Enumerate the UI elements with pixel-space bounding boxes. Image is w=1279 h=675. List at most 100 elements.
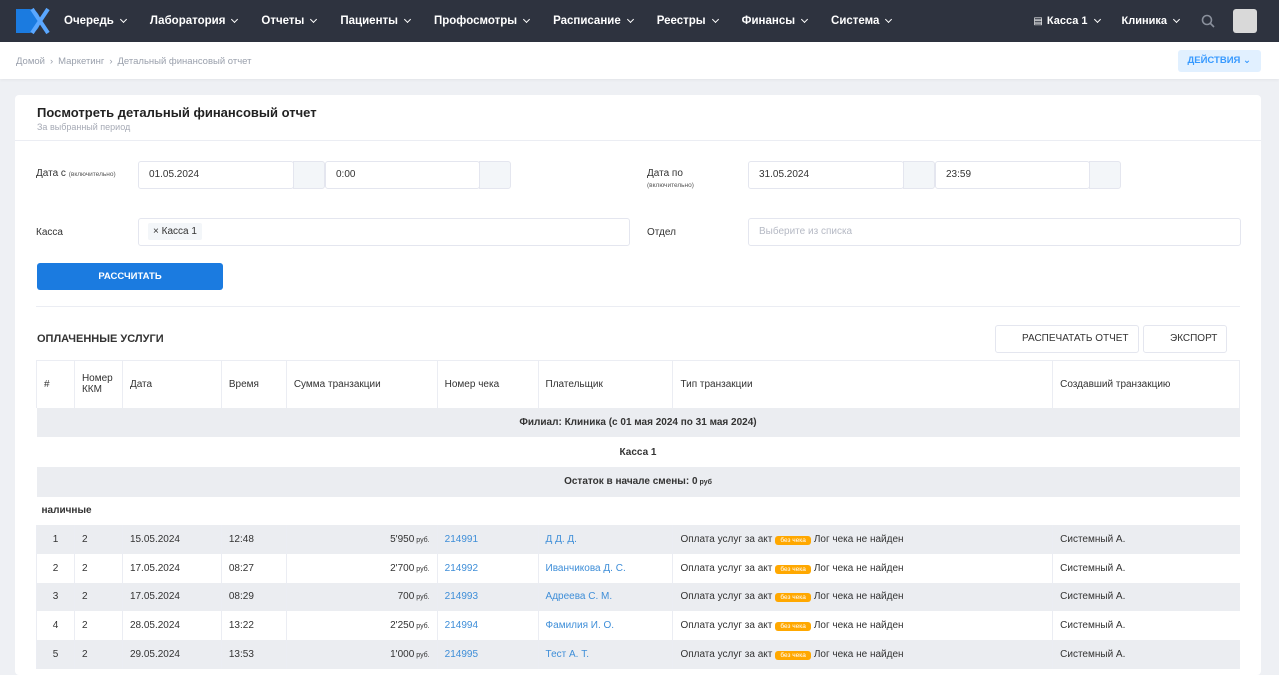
menu-item[interactable]: Отчеты bbox=[261, 15, 316, 27]
header-row: # Номер ККМ Дата Время Сумма транзакции Номер… bbox=[36, 360, 1240, 408]
kkm-number: 2 bbox=[73, 640, 123, 669]
report-table: # Номер ККМ Дата Время Сумма транзакции Номер… bbox=[36, 360, 1240, 669]
search-icon[interactable] bbox=[1201, 14, 1215, 28]
navbar: Очередь Лаборатория Отчеты Пациенты Профосмо… bbox=[0, 0, 1279, 42]
submit-button[interactable]: РАССЧИТАТЬ bbox=[37, 263, 223, 290]
group-cell: Филиал: Клиника (с 01 мая 2024 по 31 мая… bbox=[36, 407, 1240, 438]
actions-button[interactable]: ДЕЙСТВИЯ ⌄ bbox=[1177, 50, 1261, 72]
check-link[interactable]: 214993 bbox=[444, 591, 479, 603]
check-cell: 214991 bbox=[436, 525, 539, 554]
transaction-row: 4 2 28.05.2024 13:22 2'250 руб. 214994 Фамилия … bbox=[36, 611, 1240, 640]
column-header: Сумма транзакции bbox=[285, 360, 438, 408]
payer-link[interactable]: Фамилия И. О. bbox=[545, 620, 615, 632]
label-text: Дата с bbox=[36, 168, 66, 179]
badge: без чека bbox=[775, 593, 811, 603]
balance-row: Остаток в начале смены: 0 руб bbox=[36, 466, 1240, 497]
breadcrumb-bar: ДомойМаркетингДетальный финансовый отчет… bbox=[0, 42, 1279, 79]
currency: руб. bbox=[416, 651, 430, 659]
section-title: ОПЛАЧЕННЫЕ УСЛУГИ bbox=[37, 333, 164, 345]
balance-unit: руб bbox=[699, 479, 712, 487]
check-cell: 214995 bbox=[436, 640, 539, 669]
menu-item[interactable]: Очередь bbox=[64, 15, 126, 27]
payment-group-row: наличные bbox=[37, 497, 1240, 526]
date-from-label: Дата с (включительно) bbox=[36, 168, 116, 179]
amount: 700 руб. bbox=[285, 582, 438, 612]
log-text: Лог чека не найден bbox=[813, 534, 904, 546]
print-button[interactable]: РАСПЕЧАТАТЬ ОТЧЕТ bbox=[995, 325, 1139, 353]
divider bbox=[15, 140, 1261, 141]
logo[interactable] bbox=[14, 7, 50, 35]
menu-item[interactable]: Расписание bbox=[553, 15, 633, 27]
menu-item[interactable]: Лаборатория bbox=[150, 15, 238, 27]
calendar-addon[interactable] bbox=[903, 161, 935, 189]
menu-item[interactable]: Профосмотры bbox=[434, 15, 529, 27]
amount: 2'250 руб. bbox=[285, 611, 438, 640]
check-cell: 214994 bbox=[436, 611, 539, 640]
kassa-tag[interactable]: × Касса 1 bbox=[148, 223, 202, 240]
date: 28.05.2024 bbox=[121, 611, 222, 640]
time: 08:29 bbox=[220, 582, 287, 612]
type-text: Оплата услуг за акт bbox=[680, 620, 773, 632]
payer-link[interactable]: Тест А. Т. bbox=[545, 648, 590, 660]
time-to-input[interactable]: 23:59 bbox=[935, 161, 1090, 189]
page: Детальный финансовый отчет *{box-sizing:… bbox=[0, 0, 1279, 661]
transaction-row: 1 2 15.05.2024 12:48 5'950 руб. 214991 Д Д. Д. О… bbox=[36, 525, 1240, 554]
time-from-input[interactable]: 0:00 bbox=[325, 161, 480, 189]
date: 15.05.2024 bbox=[121, 525, 222, 554]
menu-item[interactable]: Пациенты bbox=[340, 15, 410, 27]
kassa-row: Касса 1 bbox=[37, 437, 1240, 467]
check-cell: 214992 bbox=[436, 553, 539, 583]
payer-link[interactable]: Адреева С. М. bbox=[545, 591, 613, 603]
kassa-select[interactable]: ▤ Касса 1 bbox=[1033, 15, 1099, 27]
check-link[interactable]: 214995 bbox=[444, 648, 479, 660]
avatar[interactable] bbox=[1233, 9, 1257, 33]
crumb[interactable]: Маркетинг bbox=[45, 56, 104, 67]
calendar-addon[interactable] bbox=[293, 161, 325, 189]
department-input[interactable]: Выберите из списка bbox=[748, 218, 1241, 246]
creator: Системный А. bbox=[1052, 611, 1240, 640]
kkm-number: 2 bbox=[73, 553, 123, 583]
column-header: Номер ККМ bbox=[73, 360, 123, 408]
check-link[interactable]: 214992 bbox=[444, 562, 479, 574]
crumb[interactable]: Домой bbox=[16, 56, 45, 67]
payer-link[interactable]: Д Д. Д. bbox=[545, 534, 577, 546]
menu-item[interactable]: Финансы bbox=[742, 15, 807, 27]
type-cell: Оплата услуг за акт без чека Лог чека не н… bbox=[672, 640, 1053, 669]
check-link[interactable]: 214994 bbox=[444, 620, 479, 632]
clock-addon[interactable] bbox=[479, 161, 511, 189]
log-text: Лог чека не найден bbox=[813, 591, 904, 603]
payer-cell: Иванчикова Д. С. bbox=[537, 553, 673, 583]
menu-item[interactable]: Реестры bbox=[657, 15, 718, 27]
payment-group: наличные bbox=[41, 505, 92, 517]
balance-label: Остаток в начале смены: 0 bbox=[564, 476, 698, 488]
payer-cell: Д Д. Д. bbox=[537, 525, 673, 554]
log-text: Лог чека не найден bbox=[813, 620, 904, 632]
clock-addon[interactable] bbox=[1089, 161, 1121, 189]
branch-row: Филиал: Клиника (с 01 мая 2024 по 31 мая… bbox=[36, 407, 1240, 438]
date: 17.05.2024 bbox=[121, 553, 222, 583]
currency: руб. bbox=[416, 623, 430, 631]
export-label: ЭКСПОРТ bbox=[1170, 333, 1218, 344]
column-header: # bbox=[36, 360, 75, 408]
check-link[interactable]: 214991 bbox=[444, 534, 479, 546]
amount: 2'700 руб. bbox=[285, 553, 438, 583]
row-index: 5 bbox=[36, 640, 75, 669]
time: 13:53 bbox=[220, 640, 287, 669]
menu-item[interactable]: Система bbox=[831, 15, 891, 27]
row-index: 3 bbox=[36, 582, 75, 612]
date-to-input[interactable]: 31.05.2024 bbox=[748, 161, 904, 189]
badge: без чека bbox=[775, 536, 811, 546]
clinic-select[interactable]: Клиника bbox=[1122, 15, 1180, 27]
payer-cell: Адреева С. М. bbox=[537, 582, 673, 612]
creator: Системный А. bbox=[1052, 525, 1240, 554]
type-text: Оплата услуг за акт bbox=[680, 534, 773, 546]
payer-link[interactable]: Иванчикова Д. С. bbox=[545, 562, 626, 574]
type-text: Оплата услуг за акт bbox=[680, 591, 773, 603]
kassa-label: Касса bbox=[36, 227, 63, 238]
export-button[interactable]: ЭКСПОРТ bbox=[1143, 325, 1228, 353]
report-card: Посмотреть детальный финансовый отчет За… bbox=[15, 95, 1261, 675]
date-from-input[interactable]: 01.05.2024 bbox=[138, 161, 294, 189]
amount-value: 1'000 bbox=[390, 648, 415, 660]
kkm-number: 2 bbox=[73, 611, 123, 640]
kassa-input[interactable]: × Касса 1 bbox=[138, 218, 630, 246]
